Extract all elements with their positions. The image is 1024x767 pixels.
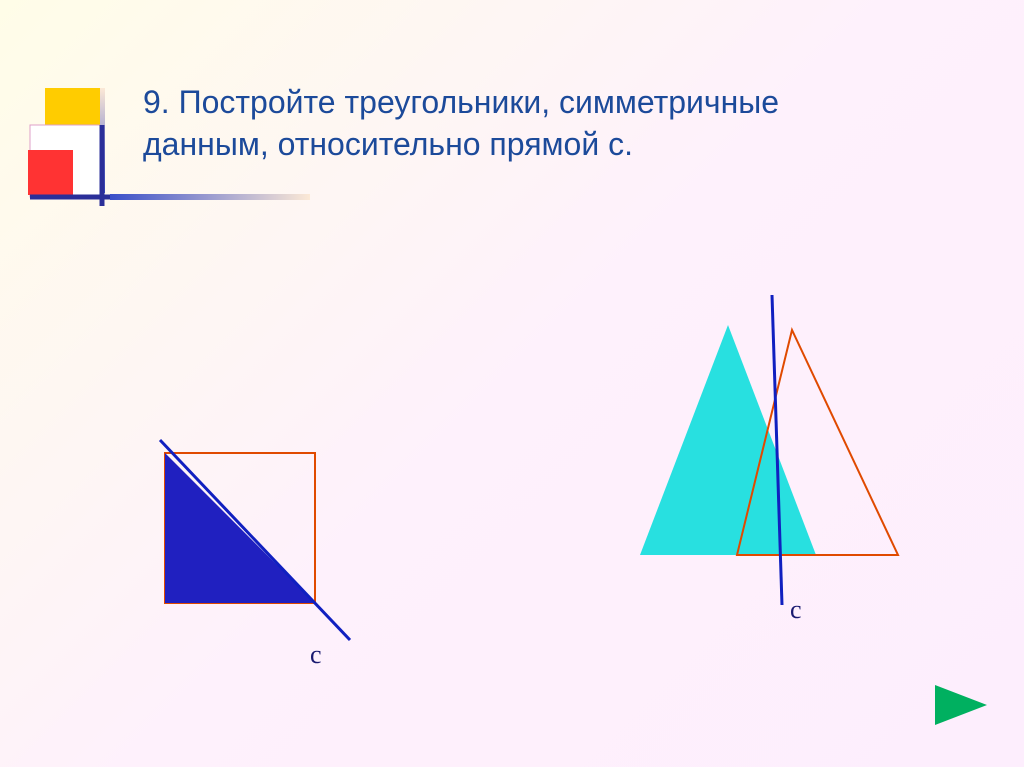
label-c-right: с	[790, 595, 802, 625]
label-c-left: с	[310, 640, 322, 670]
diagram-right	[640, 295, 898, 605]
next-slide-button[interactable]	[935, 685, 987, 725]
slide-title: 9. Постройте треугольники, симметричные …	[143, 82, 903, 165]
diagram-left	[160, 440, 350, 640]
